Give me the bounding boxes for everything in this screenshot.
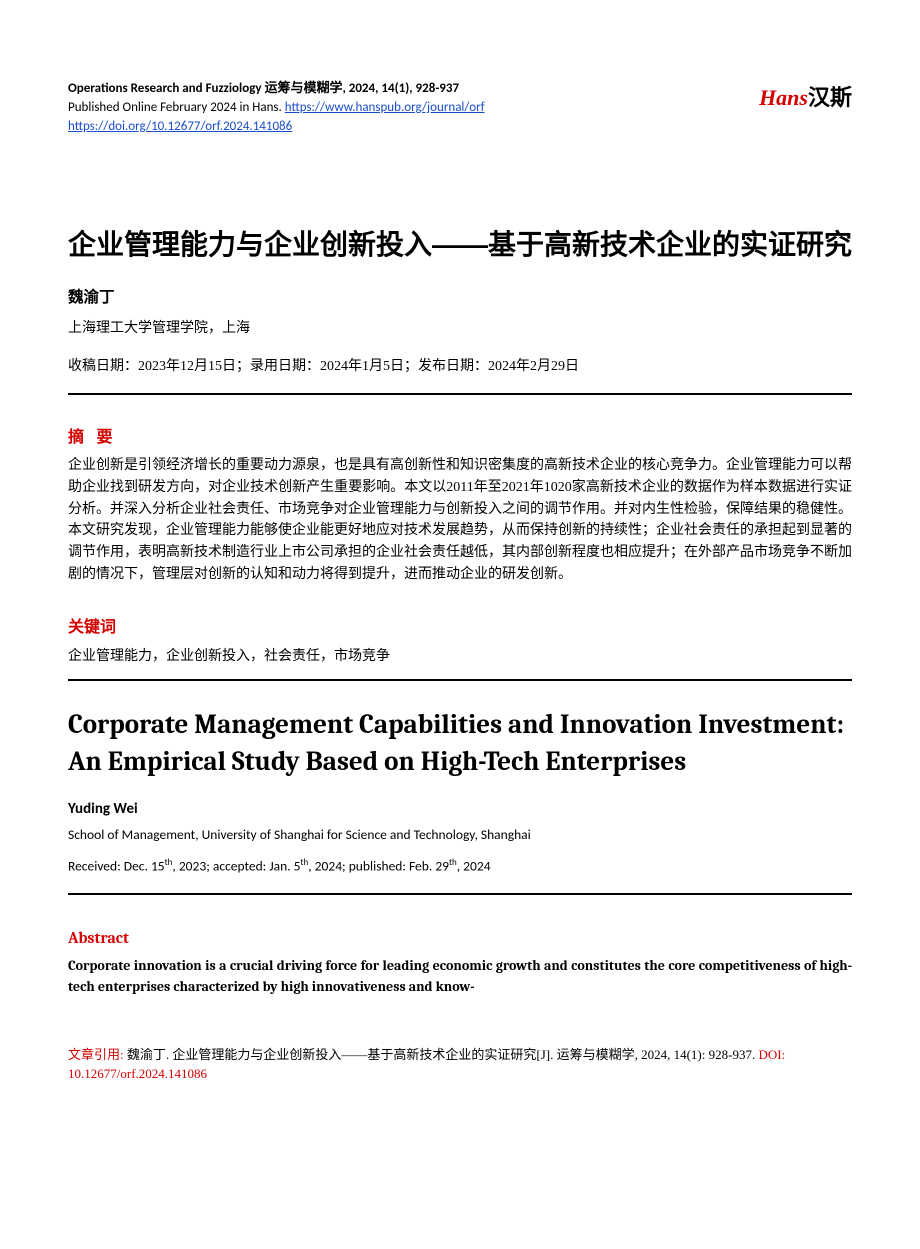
journal-line: Operations Research and Fuzziology 运筹与模糊… (68, 80, 485, 99)
dates-cn: 收稿日期：2023年12月15日；录用日期：2024年1月5日；发布日期：202… (68, 355, 852, 375)
publish-prefix: Published Online February 2024 in Hans. (68, 100, 285, 115)
dates-en-part: Received: Dec. 15 (68, 858, 165, 875)
doi-value[interactable]: 10.12677/orf.2024.141086 (68, 1066, 207, 1081)
publish-line: Published Online February 2024 in Hans. … (68, 99, 485, 118)
author-cn: 魏渝丁 (68, 285, 852, 307)
citation-text: 魏渝丁. 企业管理能力与企业创新投入——基于高新技术企业的实证研究[J]. 运筹… (127, 1047, 759, 1062)
logo-en: Hans (759, 85, 808, 110)
abstract-heading-cn: 摘 要 (68, 423, 852, 447)
header: Operations Research and Fuzziology 运筹与模糊… (68, 80, 852, 137)
doi-line: https://doi.org/10.12677/orf.2024.141086 (68, 118, 485, 137)
ordinal-suffix: th (449, 857, 457, 868)
doi-label: DOI: (758, 1047, 785, 1062)
affiliation-cn: 上海理工大学管理学院，上海 (68, 317, 852, 337)
dates-en-part: , 2023; accepted: Jan. 5 (172, 858, 300, 875)
abstract-en: Corporate innovation is a crucial drivin… (68, 955, 852, 997)
header-meta: Operations Research and Fuzziology 运筹与模糊… (68, 80, 485, 137)
dates-en-part: , 2024 (457, 858, 491, 875)
divider (68, 679, 852, 681)
divider (68, 893, 852, 895)
abstract-cn: 企业创新是引领经济增长的重要动力源泉，也是具有高创新性和知识密集度的高新技术企业… (68, 455, 852, 585)
dates-en: Received: Dec. 15 th , 2023; accepted: Jan… (68, 857, 852, 875)
footer-citation: 文章引用: 魏渝丁. 企业管理能力与企业创新投入——基于高新技术企业的实证研究[… (68, 1045, 852, 1084)
publisher-logo: Hans汉斯 (759, 80, 852, 112)
author-en: Yuding Wei (68, 800, 852, 818)
keywords-heading-cn: 关键词 (68, 613, 852, 637)
affiliation-en: School of Management, University of Shan… (68, 826, 852, 843)
doi-link[interactable]: https://doi.org/10.12677/orf.2024.141086 (68, 119, 292, 134)
cite-label: 文章引用: (68, 1047, 127, 1062)
title-en: Corporate Management Capabilities and In… (68, 707, 852, 780)
divider (68, 393, 852, 395)
journal-url-link[interactable]: https://www.hanspub.org/journal/orf (285, 100, 485, 115)
title-cn: 企业管理能力与企业创新投入——基于高新技术企业的实证研究 (68, 225, 852, 266)
dates-en-part: , 2024; published: Feb. 29 (308, 858, 449, 875)
logo-cn: 汉斯 (808, 84, 852, 111)
abstract-heading-en: Abstract (68, 929, 852, 947)
keywords-cn: 企业管理能力，企业创新投入，社会责任，市场竞争 (68, 645, 852, 665)
